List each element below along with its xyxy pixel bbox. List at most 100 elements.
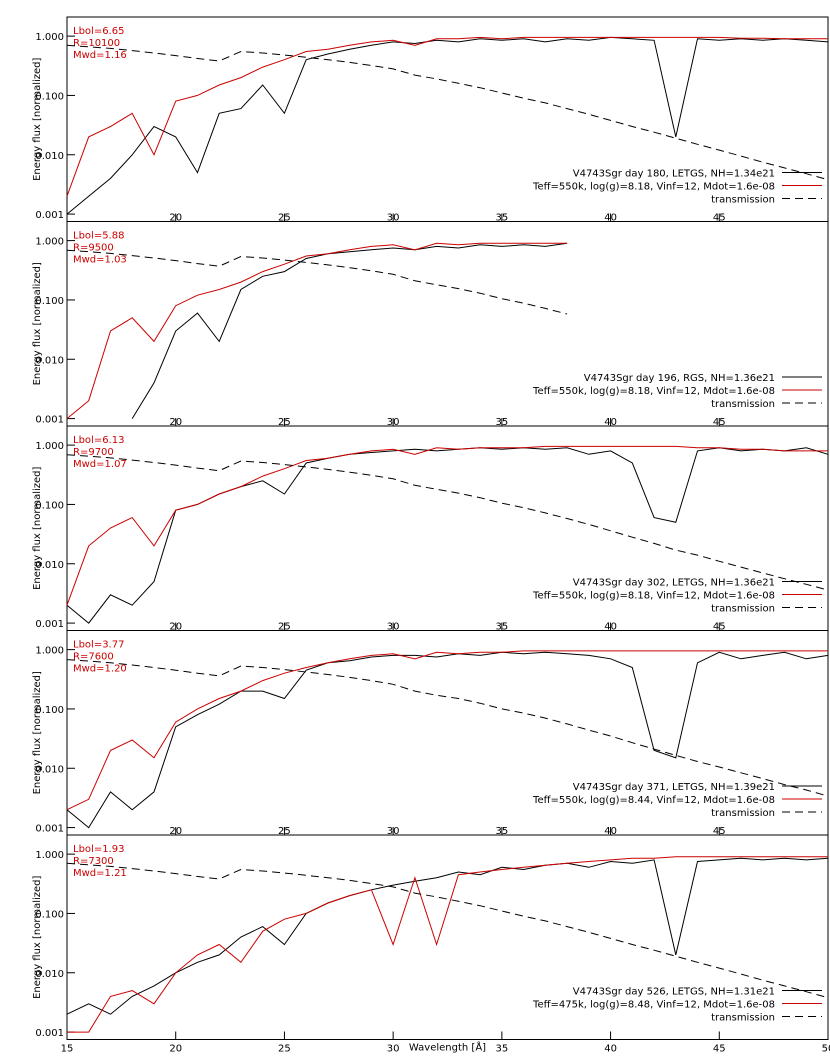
annotation: Mwd=1.03 bbox=[73, 255, 127, 266]
spectrum-line bbox=[66, 242, 568, 419]
y-tick-label: 1.000 bbox=[35, 646, 64, 657]
y-axis-label: Energy flux [normalized] bbox=[32, 262, 43, 385]
x-tick-label: 35 bbox=[495, 1044, 508, 1055]
legend-label: V4743Sgr day 180, LETGS, NH=1.34e21 bbox=[573, 169, 775, 180]
x-tick-label: 25 bbox=[278, 417, 291, 428]
x-tick-label: 40 bbox=[604, 213, 617, 224]
spectrum-line bbox=[67, 856, 828, 1033]
x-tick-label: 45 bbox=[713, 213, 726, 224]
spectrum-line bbox=[66, 650, 828, 811]
y-tick-label: 0.010 bbox=[35, 151, 64, 162]
x-tick-label: 25 bbox=[278, 213, 291, 224]
annotation: Mwd=1.16 bbox=[73, 50, 127, 61]
annotation: R=7600 bbox=[73, 652, 114, 663]
annotation: Lbol=6.13 bbox=[73, 435, 124, 446]
x-tick-label: 30 bbox=[387, 622, 400, 633]
annotation: Mwd=1.07 bbox=[73, 459, 127, 470]
y-tick-label: 1.000 bbox=[35, 850, 64, 861]
y-tick-label: 0.010 bbox=[35, 355, 64, 366]
spectrum-line bbox=[66, 249, 568, 315]
x-tick-label: 45 bbox=[713, 1044, 726, 1055]
y-axis-label: Energy flux [normalized] bbox=[32, 876, 43, 999]
legend-label: V4743Sgr day 196, RGS, NH=1.36e21 bbox=[584, 373, 775, 384]
y-tick-label: 0.010 bbox=[35, 764, 64, 775]
legend-label: transmission bbox=[711, 808, 775, 819]
y-tick-label: 0.100 bbox=[35, 296, 64, 307]
legend-label: transmission bbox=[711, 1013, 775, 1024]
spectrum-line bbox=[66, 659, 829, 797]
spectrum-line bbox=[66, 857, 829, 1015]
x-axis-label: Wavelength [Å] bbox=[409, 1041, 486, 1054]
x-tick-label: 15 bbox=[61, 1044, 74, 1055]
annotation: Lbol=1.93 bbox=[73, 844, 124, 855]
y-tick-label: 0.100 bbox=[35, 909, 64, 920]
spectrum-line bbox=[66, 445, 828, 606]
x-tick-label: 40 bbox=[604, 1044, 617, 1055]
y-tick-label: 0.100 bbox=[35, 91, 64, 102]
annotation: Lbol=6.65 bbox=[73, 26, 124, 37]
x-tick-label: 40 bbox=[604, 622, 617, 633]
y-tick-label: 0.001 bbox=[35, 1028, 64, 1039]
y-axis-label: Energy flux [normalized] bbox=[32, 671, 43, 794]
x-tick-label: 30 bbox=[387, 213, 400, 224]
y-tick-label: 0.100 bbox=[35, 500, 64, 511]
legend-label: Teff=550k, log(g)=8.18, Vinf=12, Mdot=1.… bbox=[532, 591, 775, 602]
x-tick-label: 30 bbox=[387, 826, 400, 837]
x-tick-label: 20 bbox=[169, 1044, 182, 1055]
x-tick-label: 45 bbox=[713, 826, 726, 837]
y-axis-label: Energy flux [normalized] bbox=[32, 58, 43, 181]
annotation: Mwd=1.20 bbox=[73, 664, 127, 675]
y-tick-label: 0.001 bbox=[35, 210, 64, 221]
y-tick-label: 1.000 bbox=[35, 237, 64, 248]
annotation: R=9700 bbox=[73, 447, 114, 458]
x-tick-label: 45 bbox=[713, 417, 726, 428]
x-tick-label: 30 bbox=[387, 1044, 400, 1055]
legend-label: transmission bbox=[711, 604, 775, 615]
y-tick-label: 0.001 bbox=[35, 824, 64, 835]
x-tick-label: 35 bbox=[495, 622, 508, 633]
x-tick-label: 25 bbox=[278, 622, 291, 633]
legend-label: V4743Sgr day 302, LETGS, NH=1.36e21 bbox=[573, 578, 775, 589]
annotation: R=10100 bbox=[73, 38, 120, 49]
legend-label: Teff=550k, log(g)=8.18, Vinf=12, Mdot=1.… bbox=[532, 386, 775, 397]
x-tick-label: 35 bbox=[495, 826, 508, 837]
y-axis-label: Energy flux [normalized] bbox=[32, 467, 43, 590]
x-tick-label: 45 bbox=[713, 622, 726, 633]
legend-label: transmission bbox=[711, 195, 775, 206]
legend-label: V4743Sgr day 526, LETGS, NH=1.31e21 bbox=[573, 987, 775, 998]
x-tick-label: 20 bbox=[169, 417, 182, 428]
y-tick-label: 0.010 bbox=[35, 560, 64, 571]
spectrum-line bbox=[66, 454, 829, 591]
annotation: R=7300 bbox=[73, 856, 114, 867]
spectrum-line bbox=[66, 862, 829, 999]
x-tick-label: 20 bbox=[169, 622, 182, 633]
legend-label: Teff=550k, log(g)=8.44, Vinf=12, Mdot=1.… bbox=[532, 795, 775, 806]
y-tick-label: 1.000 bbox=[35, 32, 64, 43]
spectrum-line bbox=[66, 36, 829, 215]
annotation: R=9500 bbox=[73, 243, 114, 254]
y-tick-label: 0.100 bbox=[35, 705, 64, 716]
plot-frame bbox=[66, 834, 829, 1040]
legend-label: V4743Sgr day 371, LETGS, NH=1.39e21 bbox=[573, 782, 775, 793]
spectrum-line bbox=[66, 651, 829, 829]
spectrum-line bbox=[66, 44, 829, 181]
legend-label: Teff=550k, log(g)=8.18, Vinf=12, Mdot=1.… bbox=[532, 182, 775, 193]
annotation: Lbol=3.77 bbox=[73, 640, 124, 651]
annotation: Lbol=5.88 bbox=[73, 231, 124, 242]
y-tick-label: 1.000 bbox=[35, 441, 64, 452]
x-tick-label: 40 bbox=[604, 417, 617, 428]
x-tick-label: 50 bbox=[822, 1044, 830, 1055]
legend-label: Teff=475k, log(g)=8.48, Vinf=12, Mdot=1.… bbox=[532, 1000, 775, 1011]
y-tick-label: 0.010 bbox=[35, 969, 64, 980]
spectrum-line bbox=[66, 36, 828, 197]
x-tick-label: 40 bbox=[604, 826, 617, 837]
x-tick-label: 30 bbox=[387, 417, 400, 428]
y-tick-label: 0.001 bbox=[35, 415, 64, 426]
spectrum-line bbox=[131, 242, 568, 419]
y-tick-label: 0.001 bbox=[35, 619, 64, 630]
annotation: Mwd=1.21 bbox=[73, 868, 127, 879]
x-tick-label: 20 bbox=[169, 826, 182, 837]
x-tick-label: 20 bbox=[169, 213, 182, 224]
x-tick-label: 35 bbox=[495, 417, 508, 428]
